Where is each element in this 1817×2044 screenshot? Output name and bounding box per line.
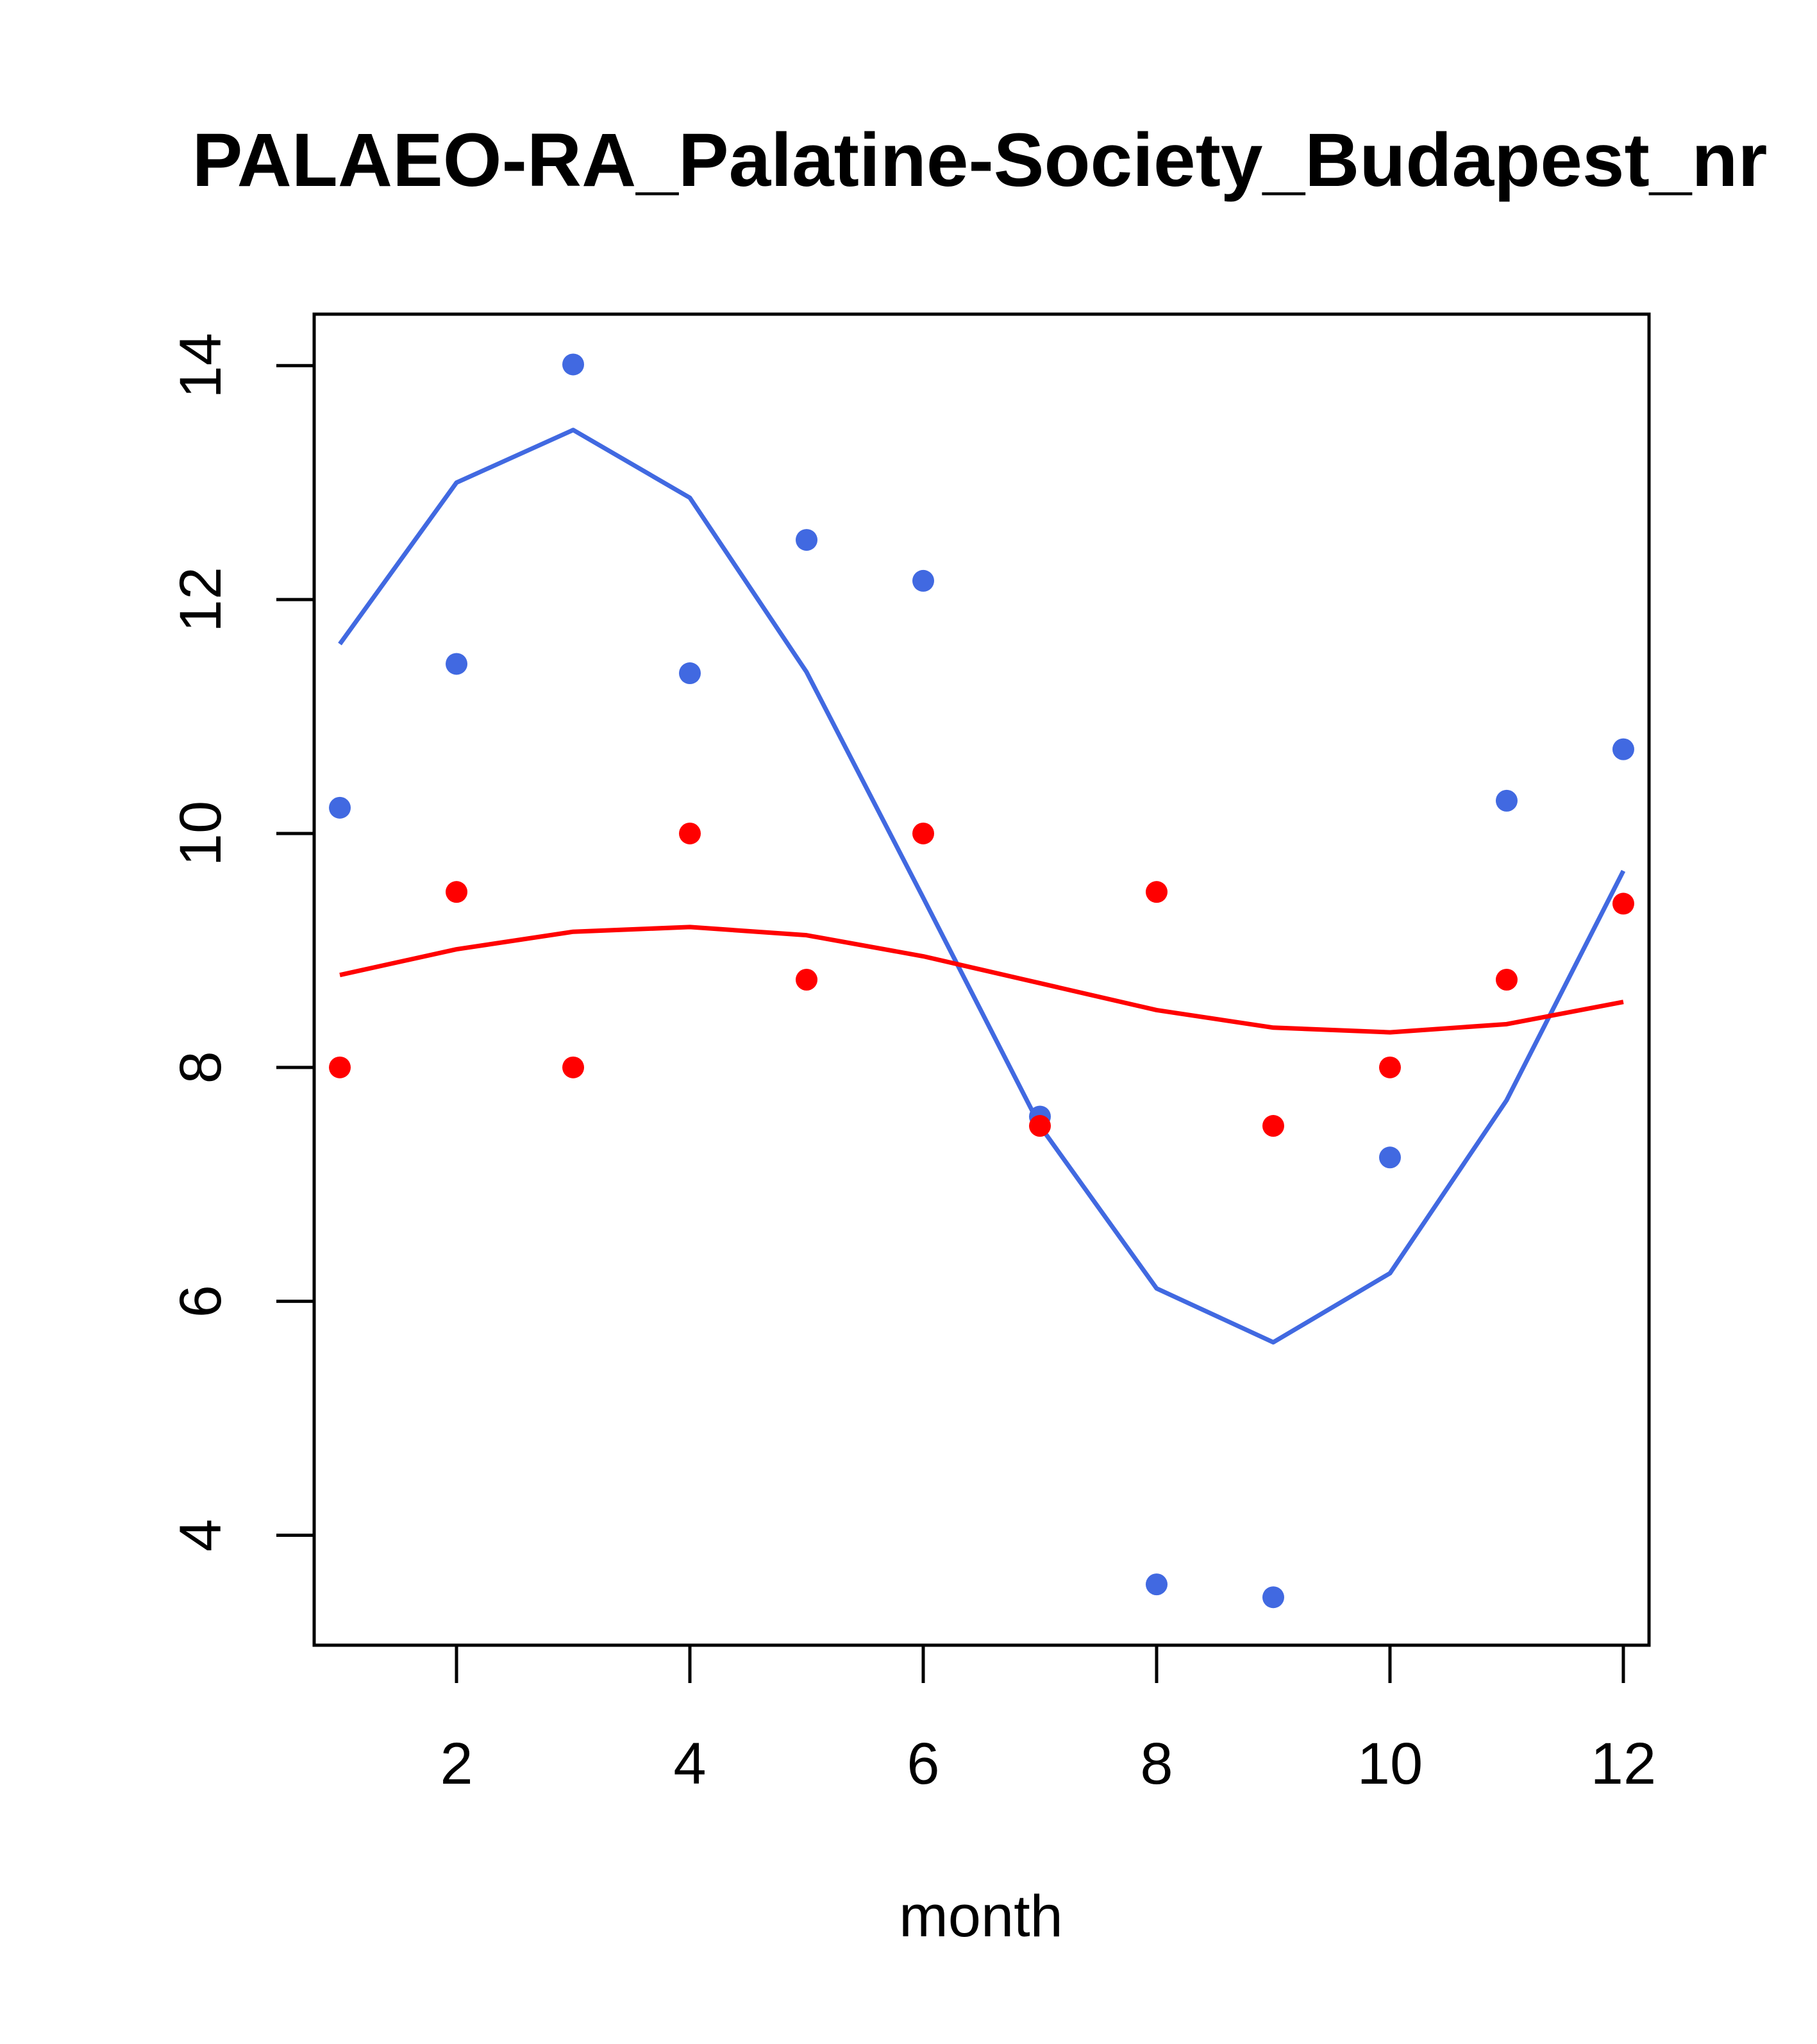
- x-tick-label: 8: [1140, 1731, 1173, 1797]
- y-tick-label: 10: [168, 801, 233, 866]
- red-point: [562, 1056, 585, 1078]
- red-point: [1028, 1115, 1051, 1137]
- y-tick-label: 4: [168, 1519, 233, 1552]
- x-tick-label: 6: [907, 1731, 939, 1797]
- blue-point: [562, 353, 585, 376]
- red-point: [796, 969, 818, 991]
- y-tick-label: 14: [168, 333, 233, 398]
- blue-point: [1145, 1573, 1168, 1596]
- red-point: [1612, 892, 1634, 915]
- blue-fit-line: [338, 428, 1626, 1345]
- y-tick-label: 6: [168, 1285, 233, 1318]
- blue-point: [1378, 1146, 1401, 1169]
- blue-point: [1495, 789, 1518, 812]
- blue-point: [679, 662, 701, 685]
- red-point: [1378, 1056, 1401, 1078]
- red-point: [1262, 1115, 1284, 1137]
- x-tick-label: 2: [440, 1731, 473, 1797]
- red-point: [329, 1056, 351, 1078]
- y-tick-label: 8: [168, 1051, 233, 1084]
- x-axis-label: month: [899, 1884, 1063, 1949]
- blue-point: [912, 569, 935, 592]
- blue-point: [796, 529, 818, 551]
- blue-point: [1262, 1586, 1284, 1609]
- red-fit-line: [339, 925, 1624, 1035]
- y-tick-label: 12: [168, 567, 233, 632]
- blue-point: [1612, 738, 1634, 760]
- y-axis: 4 6 8 10 12 14: [168, 333, 316, 1552]
- series-layer: [329, 353, 1634, 1609]
- chart-title: PALAEO-RA_Palatine-Society_Budapest_nr: [192, 118, 1768, 203]
- red-point: [446, 881, 468, 903]
- blue-point: [329, 796, 351, 819]
- x-tick-label: 12: [1591, 1731, 1656, 1797]
- x-tick-label: 10: [1357, 1731, 1423, 1797]
- red-point: [679, 822, 701, 844]
- blue-point: [446, 653, 468, 675]
- red-point: [1495, 969, 1518, 991]
- red-point: [912, 822, 935, 844]
- x-tick-label: 4: [673, 1731, 706, 1797]
- plot-frame: [312, 312, 1651, 1647]
- red-point: [1145, 881, 1168, 903]
- x-axis: 2 4 6 8 10 12: [440, 1643, 1656, 1797]
